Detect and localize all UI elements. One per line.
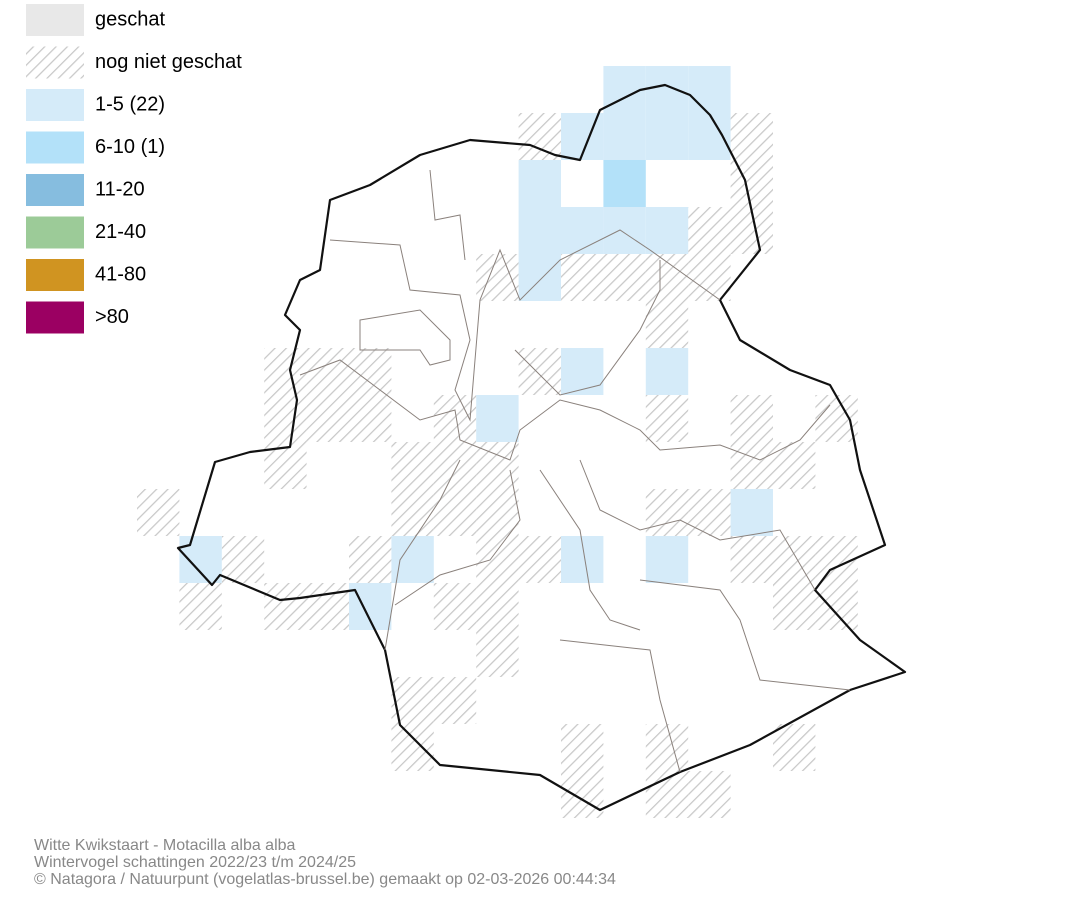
grid-cell: [306, 348, 349, 395]
grid-cell: [433, 489, 477, 536]
grid-cell: [518, 348, 561, 395]
grid-cell: [773, 536, 816, 583]
legend-label: 41-80: [95, 263, 146, 285]
grid-cell: [645, 489, 689, 536]
grid-cell: [518, 536, 561, 583]
caption-line: Wintervogel schattingen 2022/23 t/m 2024…: [34, 854, 356, 871]
grid-cell: [645, 254, 689, 301]
region: [176, 83, 907, 812]
legend-swatch: [26, 174, 84, 206]
grid-cell: [645, 395, 689, 442]
grid-cell: [688, 489, 731, 536]
grid-cell: [476, 583, 519, 630]
legend-swatch: [26, 131, 84, 164]
grid-cell: [688, 254, 731, 301]
grid-cell: [264, 348, 307, 395]
grid-cell: [645, 536, 689, 583]
grid-cell: [645, 301, 689, 348]
grid-cell: [561, 254, 604, 301]
grid-cells: [137, 66, 858, 818]
grid-cell: [391, 489, 434, 536]
legend: geschat nog niet geschat 1-5 (22) 6-10 (1) 1…: [26, 4, 242, 334]
legend-swatch: [26, 259, 84, 291]
legend-label: 6-10 (1): [95, 136, 165, 158]
grid-cell: [221, 536, 265, 583]
grid-cell: [688, 771, 731, 818]
grid-cell: [518, 254, 561, 301]
grid-cell: [645, 207, 689, 254]
grid-cell: [561, 207, 604, 254]
grid-cell: [815, 395, 858, 442]
grid-cell: [349, 395, 392, 442]
grid-cell: [349, 536, 392, 583]
grid-cell: [518, 113, 561, 160]
grid-cell: [391, 536, 434, 583]
grid-cell: [603, 160, 646, 207]
grid-cell: [603, 254, 646, 301]
grid-cell: [773, 583, 816, 630]
grid-cell: [391, 724, 434, 771]
grid-cell: [561, 724, 604, 771]
legend-swatch: [26, 216, 84, 249]
grid-cell: [476, 536, 519, 583]
grid-cell: [476, 630, 519, 677]
grid-cell: [645, 724, 689, 771]
grid-cell: [433, 442, 477, 489]
caption-line: Witte Kwikstaart - Motacilla alba alba: [34, 837, 296, 854]
legend-swatch: [26, 4, 84, 36]
grid-cell: [688, 207, 731, 254]
caption: Witte Kwikstaart - Motacilla alba albaWi…: [34, 837, 616, 888]
grid-cell: [306, 583, 349, 630]
grid-cell: [730, 442, 773, 489]
legend-label: >80: [95, 306, 129, 328]
municipal-borders: [299, 169, 851, 773]
grid-cell: [730, 160, 773, 207]
legend-label: 1-5 (22): [95, 93, 165, 115]
grid-cell: [561, 771, 604, 818]
grid-cell: [179, 536, 222, 583]
grid-cell: [773, 724, 816, 771]
grid-cell: [137, 489, 180, 536]
grid-cell: [645, 66, 689, 113]
grid-cell: [730, 489, 773, 536]
grid-cell: [815, 583, 858, 630]
grid-cell: [476, 395, 519, 442]
grid-cell: [518, 160, 561, 207]
grid-cell: [476, 489, 519, 536]
grid-cell: [773, 442, 816, 489]
caption-line: © Natagora / Natuurpunt (vogelatlas-brus…: [34, 871, 616, 888]
legend-swatch: [26, 46, 84, 79]
grid-cell: [645, 113, 689, 160]
legend-label: 11-20: [95, 178, 145, 200]
grid-cell: [306, 395, 349, 442]
grid-cell: [518, 207, 561, 254]
legend-label: 21-40: [95, 221, 146, 243]
region-outline: [176, 83, 907, 812]
grid-cell: [433, 583, 477, 630]
legend-swatch: [26, 301, 84, 334]
grid-cell: [391, 442, 434, 489]
grid-cell: [433, 677, 477, 724]
grid-cell: [179, 583, 222, 630]
grid-cell: [603, 207, 646, 254]
legend-swatch: [26, 89, 84, 121]
grid-cell: [561, 348, 604, 395]
legend-label: geschat: [95, 8, 165, 30]
grid-cell: [603, 113, 646, 160]
grid-cell: [645, 348, 689, 395]
grid-cell: [264, 395, 307, 442]
grid-cell: [730, 536, 773, 583]
grid-cell: [730, 395, 773, 442]
grid-cell: [688, 113, 731, 160]
grid-cell: [688, 66, 731, 113]
grid-cell: [730, 113, 773, 160]
grid-cell: [264, 583, 307, 630]
legend-label: nog niet geschat: [95, 51, 242, 73]
